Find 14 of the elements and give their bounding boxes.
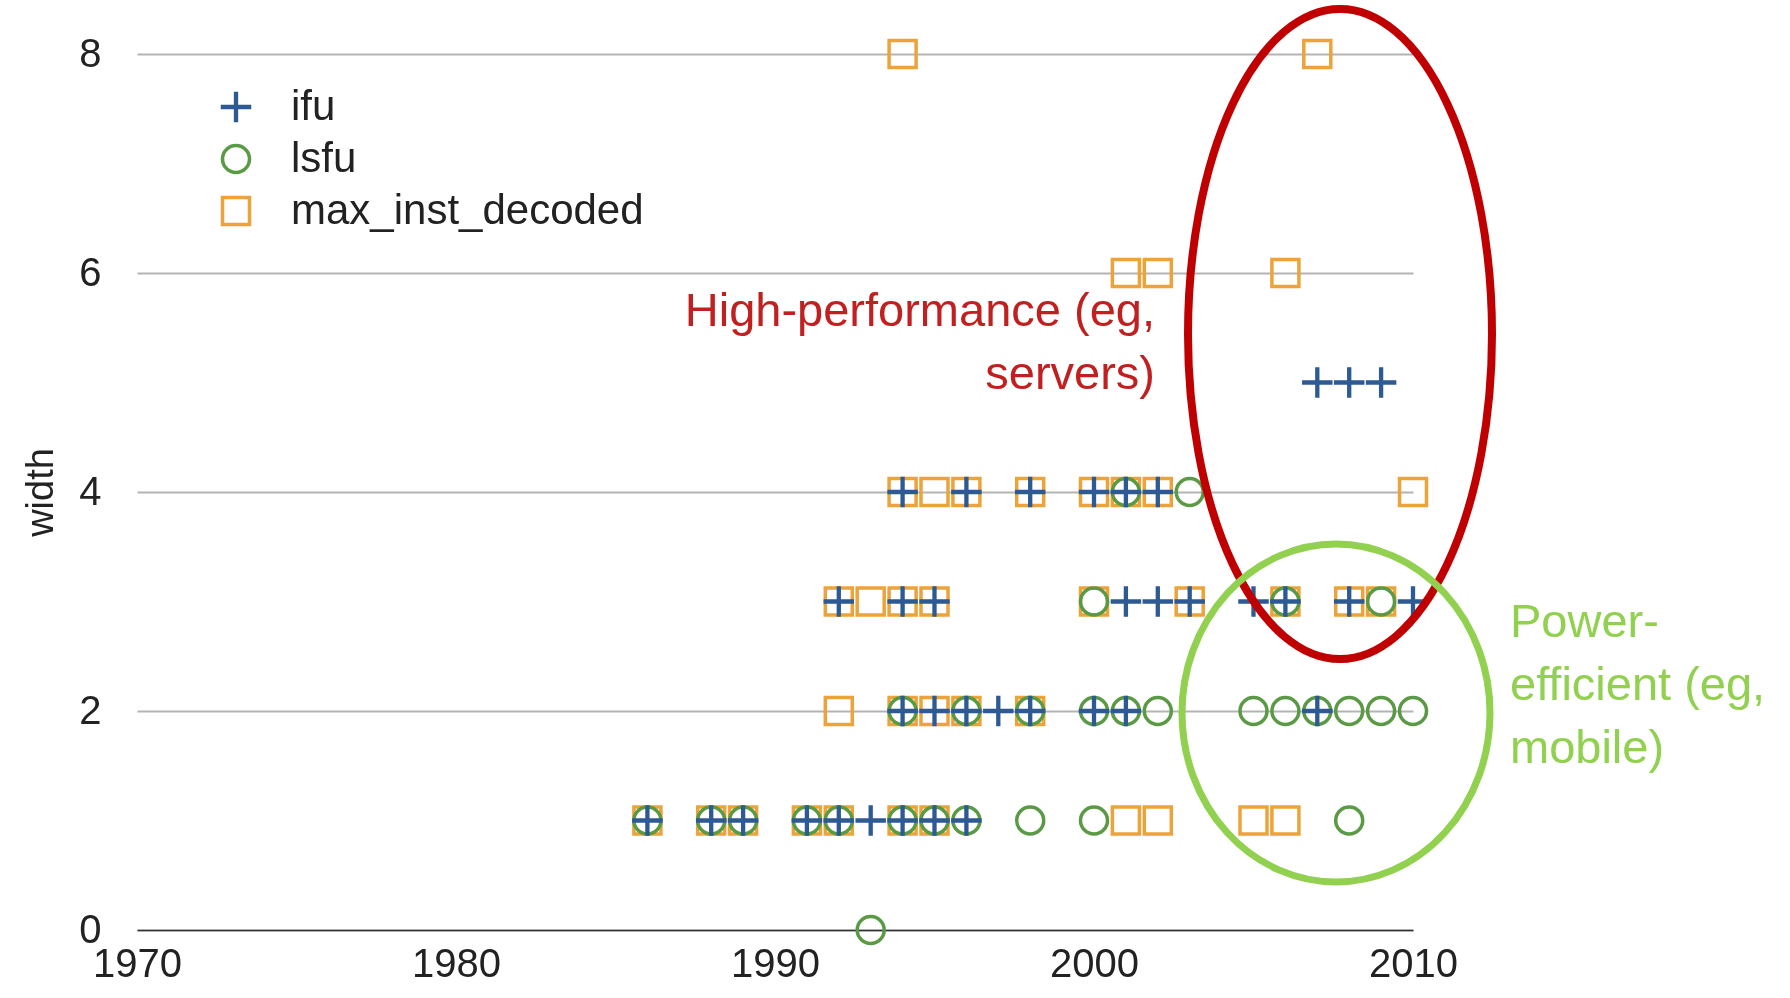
x-tick-label: 2000 (1050, 940, 1139, 985)
legend-label: lsfu (291, 134, 357, 181)
x-tick-label: 1990 (731, 940, 820, 985)
y-axis-title: width (19, 448, 62, 538)
x-tick-label: 1980 (412, 940, 501, 985)
legend-label: ifu (291, 82, 336, 129)
y-tick-label: 2 (79, 687, 102, 732)
text: Power-efficient (eg, mobile) (1510, 593, 1767, 775)
annotation: High-performance (eg, servers) (683, 282, 1155, 401)
x-tick-label: 2010 (1369, 940, 1458, 985)
y-tick-label: 6 (79, 249, 102, 294)
legend-label: max_inst_decoded (291, 186, 644, 233)
y-tick-label: 8 (79, 30, 102, 75)
y-tick-label: 4 (79, 468, 102, 513)
